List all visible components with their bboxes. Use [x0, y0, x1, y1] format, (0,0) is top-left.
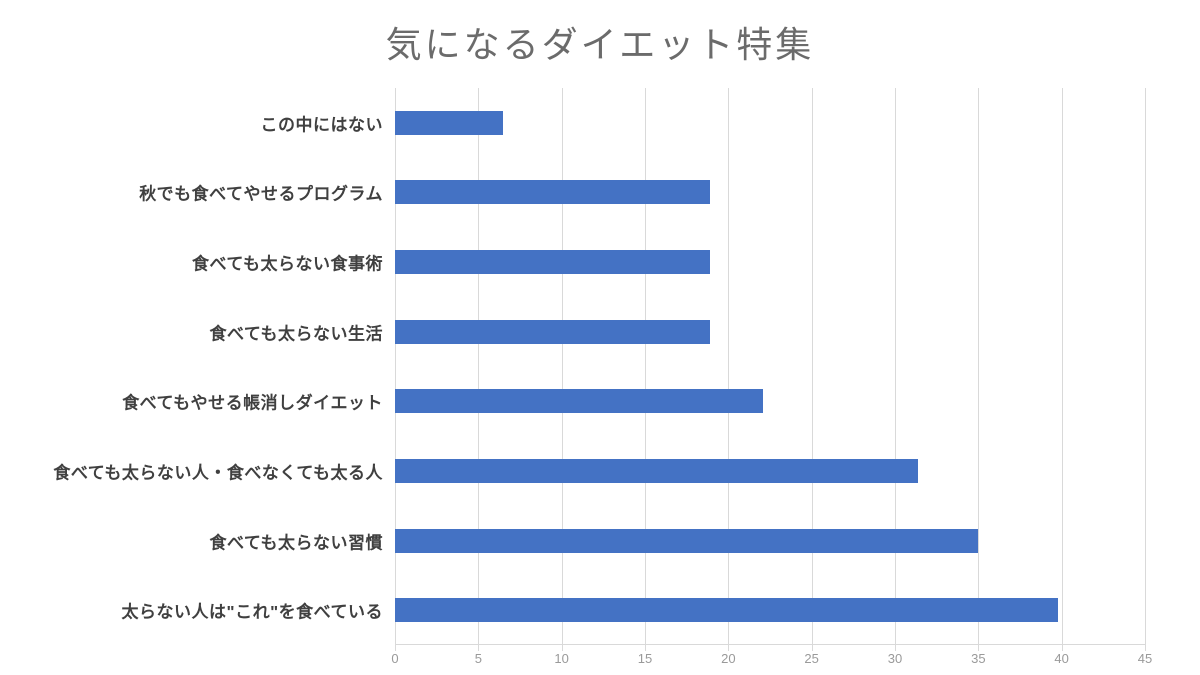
gridline — [895, 88, 896, 645]
category-axis-labels: この中にはない秋でも食べてやせるプログラム食べても太らない食事術食べても太らない… — [0, 88, 383, 645]
gridline — [728, 88, 730, 645]
x-tick-label: 45 — [1137, 651, 1153, 666]
gridline — [811, 88, 813, 645]
x-tick-label: 40 — [1054, 651, 1069, 666]
x-tick-label: 25 — [804, 651, 819, 666]
bar — [395, 389, 764, 414]
category-label: この中にはない — [260, 115, 383, 135]
tick-mark — [728, 645, 730, 651]
x-axis-line — [395, 644, 1145, 645]
tick-mark — [895, 645, 896, 651]
tick-mark — [395, 645, 396, 651]
gridline — [978, 88, 980, 645]
bar — [395, 598, 1059, 623]
tick-mark — [811, 645, 813, 651]
bar — [395, 250, 710, 275]
x-tick-label: 10 — [554, 651, 569, 666]
x-tick-label: 0 — [391, 651, 399, 666]
category-label: 食べてもやせる帳消しダイエット — [122, 393, 383, 413]
category-label: 食べても太らない習慣 — [209, 533, 383, 553]
x-tick-label: 5 — [474, 651, 482, 666]
gridline — [561, 88, 563, 645]
bar — [395, 110, 504, 135]
bar — [395, 528, 979, 553]
tick-mark — [561, 645, 563, 651]
gridline — [1145, 88, 1146, 645]
chart-title: 気になるダイエット特集 — [385, 24, 815, 65]
tick-mark — [1145, 645, 1146, 651]
category-label: 食べても太らない食事術 — [192, 254, 383, 274]
bar — [395, 180, 710, 205]
category-label: 太らない人は"これ"を食べている — [121, 602, 383, 622]
category-label: 食べても太らない人・食べなくても太る人 — [53, 463, 383, 483]
plot-area — [395, 88, 1146, 651]
tick-mark — [1061, 645, 1063, 651]
category-label: 食べても太らない生活 — [209, 324, 383, 344]
tick-mark — [978, 645, 980, 651]
gridline — [478, 88, 480, 645]
gridline — [645, 88, 646, 645]
bar — [395, 319, 710, 344]
x-tick-label: 30 — [887, 651, 903, 666]
x-tick-label: 20 — [721, 651, 736, 666]
x-axis-tick-labels: 0 5 10 15 20 25 30 35 40 45 — [0, 651, 1200, 669]
x-tick-label: 15 — [637, 651, 653, 666]
x-tick-label: 35 — [971, 651, 986, 666]
gridline — [1061, 88, 1063, 645]
category-label: 秋でも食べてやせるプログラム — [139, 184, 383, 204]
tick-mark — [645, 645, 646, 651]
gridline — [395, 88, 396, 645]
tick-mark — [478, 645, 480, 651]
bar — [395, 458, 919, 483]
